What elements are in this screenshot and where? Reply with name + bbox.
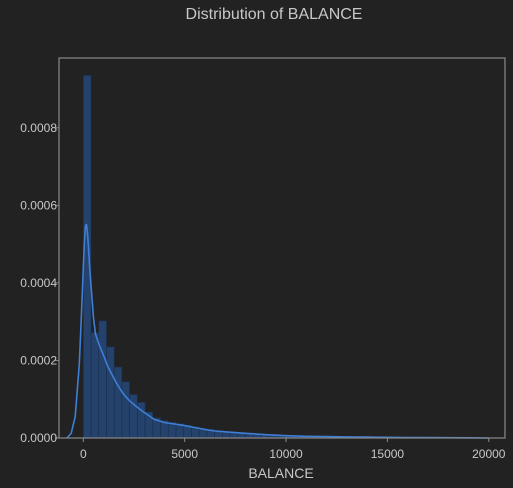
histogram-bar bbox=[106, 347, 114, 438]
histogram-bar bbox=[99, 321, 107, 438]
histogram-bar bbox=[122, 382, 130, 438]
histogram-bar bbox=[91, 333, 99, 438]
y-tick-label: 0.0002 bbox=[20, 353, 57, 367]
x-tick-label: 5000 bbox=[171, 447, 198, 461]
x-tick-label: 15000 bbox=[371, 447, 405, 461]
y-tick-label: 0.0006 bbox=[20, 198, 57, 212]
y-tick-label: 0.0004 bbox=[20, 276, 57, 290]
histogram-bar bbox=[238, 433, 246, 438]
x-axis-label: BALANCE bbox=[248, 465, 313, 481]
x-tick-label: 0 bbox=[80, 447, 87, 461]
x-tick-label: 10000 bbox=[269, 447, 303, 461]
chart-title: Distribution of BALANCE bbox=[186, 6, 363, 23]
y-tick-label: 0.0000 bbox=[20, 431, 57, 445]
x-tick-label: 20000 bbox=[472, 447, 506, 461]
histogram-bars bbox=[83, 75, 469, 438]
histogram-bar bbox=[114, 367, 122, 438]
plot-frame bbox=[59, 58, 505, 438]
y-tick-label: 0.0008 bbox=[20, 121, 57, 135]
